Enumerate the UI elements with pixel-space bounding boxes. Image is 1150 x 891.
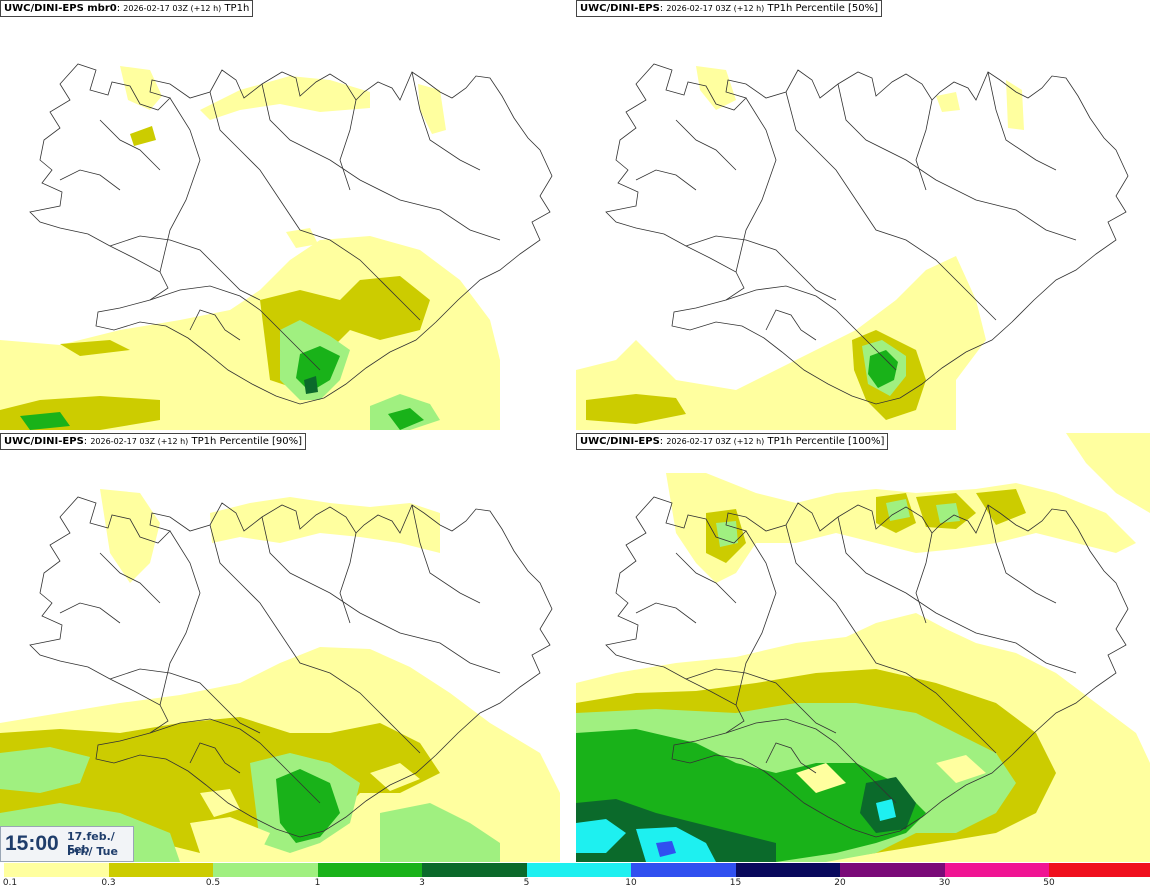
precip-map-p90 [0, 489, 560, 862]
precip-map-mbr0 [0, 63, 553, 430]
panel-title: UWC/DINI-EPS: 2026-02-17 03Z (+12 h) TP1… [0, 433, 307, 450]
panel-title: UWC/DINI-EPS mbr0: 2026-02-17 03Z (+12 h… [0, 0, 254, 17]
legend-label: 0.3 [101, 878, 116, 888]
panel-divider-horizontal [0, 430, 1150, 433]
legend-swatch [526, 863, 632, 877]
legend-swatch [108, 863, 214, 877]
legend-label: 5 [523, 878, 530, 888]
precip-field [576, 66, 1024, 430]
legend-label: 30 [938, 878, 951, 888]
legend-label: 0.5 [205, 878, 221, 888]
legend-label: 50 [1043, 878, 1055, 888]
legend-swatch [631, 863, 737, 877]
precip-map-p50 [576, 63, 1129, 430]
map-panel-p50: UWC/DINI-EPS: 2026-02-17 03Z (+12 h) TP1… [576, 0, 1150, 430]
legend-label: 3 [419, 878, 425, 888]
map-panel-p90: UWC/DINI-EPS: 2026-02-17 03Z (+12 h) TP1… [0, 433, 574, 862]
panel-title: UWC/DINI-EPS: 2026-02-17 03Z (+12 h) TP1… [576, 0, 883, 17]
panel-title: UWC/DINI-EPS: 2026-02-17 03Z (+12 h) TP1… [576, 433, 889, 450]
precip-field [0, 66, 500, 430]
legend-label: 10 [625, 878, 637, 888]
legend-swatch [4, 863, 110, 877]
precip-field [576, 433, 1150, 862]
precip-map-p100 [576, 433, 1150, 862]
legend-swatch [944, 863, 1050, 877]
legend-swatch [422, 863, 528, 877]
precip-field [0, 489, 560, 862]
legend-swatch [735, 863, 841, 877]
valid-date-line1: 17.feb./ Feb [67, 830, 115, 856]
map-panel-mbr0: UWC/DINI-EPS mbr0: 2026-02-17 03Z (+12 h… [0, 0, 574, 430]
legend-swatch [213, 863, 319, 877]
valid-time-box: 15:00 17.feb./ Feb Þri./ Tue [0, 826, 134, 862]
valid-date-line2: Þri./ Tue [67, 845, 118, 858]
legend-label: 0.1 [2, 878, 18, 888]
legend-label: 1 [314, 878, 321, 888]
legend-swatch [317, 863, 423, 877]
map-panel-p100: UWC/DINI-EPS: 2026-02-17 03Z (+12 h) TP1… [576, 433, 1150, 862]
valid-time: 15:00 [5, 832, 59, 855]
legend-label: 15 [729, 878, 742, 888]
legend-swatch [840, 863, 946, 877]
legend-label: 20 [834, 878, 846, 888]
color-legend: 0.1 0.3 0.5 1 3 5 10 15 20 30 50 [0, 862, 1150, 891]
legend-swatch [1049, 863, 1150, 877]
